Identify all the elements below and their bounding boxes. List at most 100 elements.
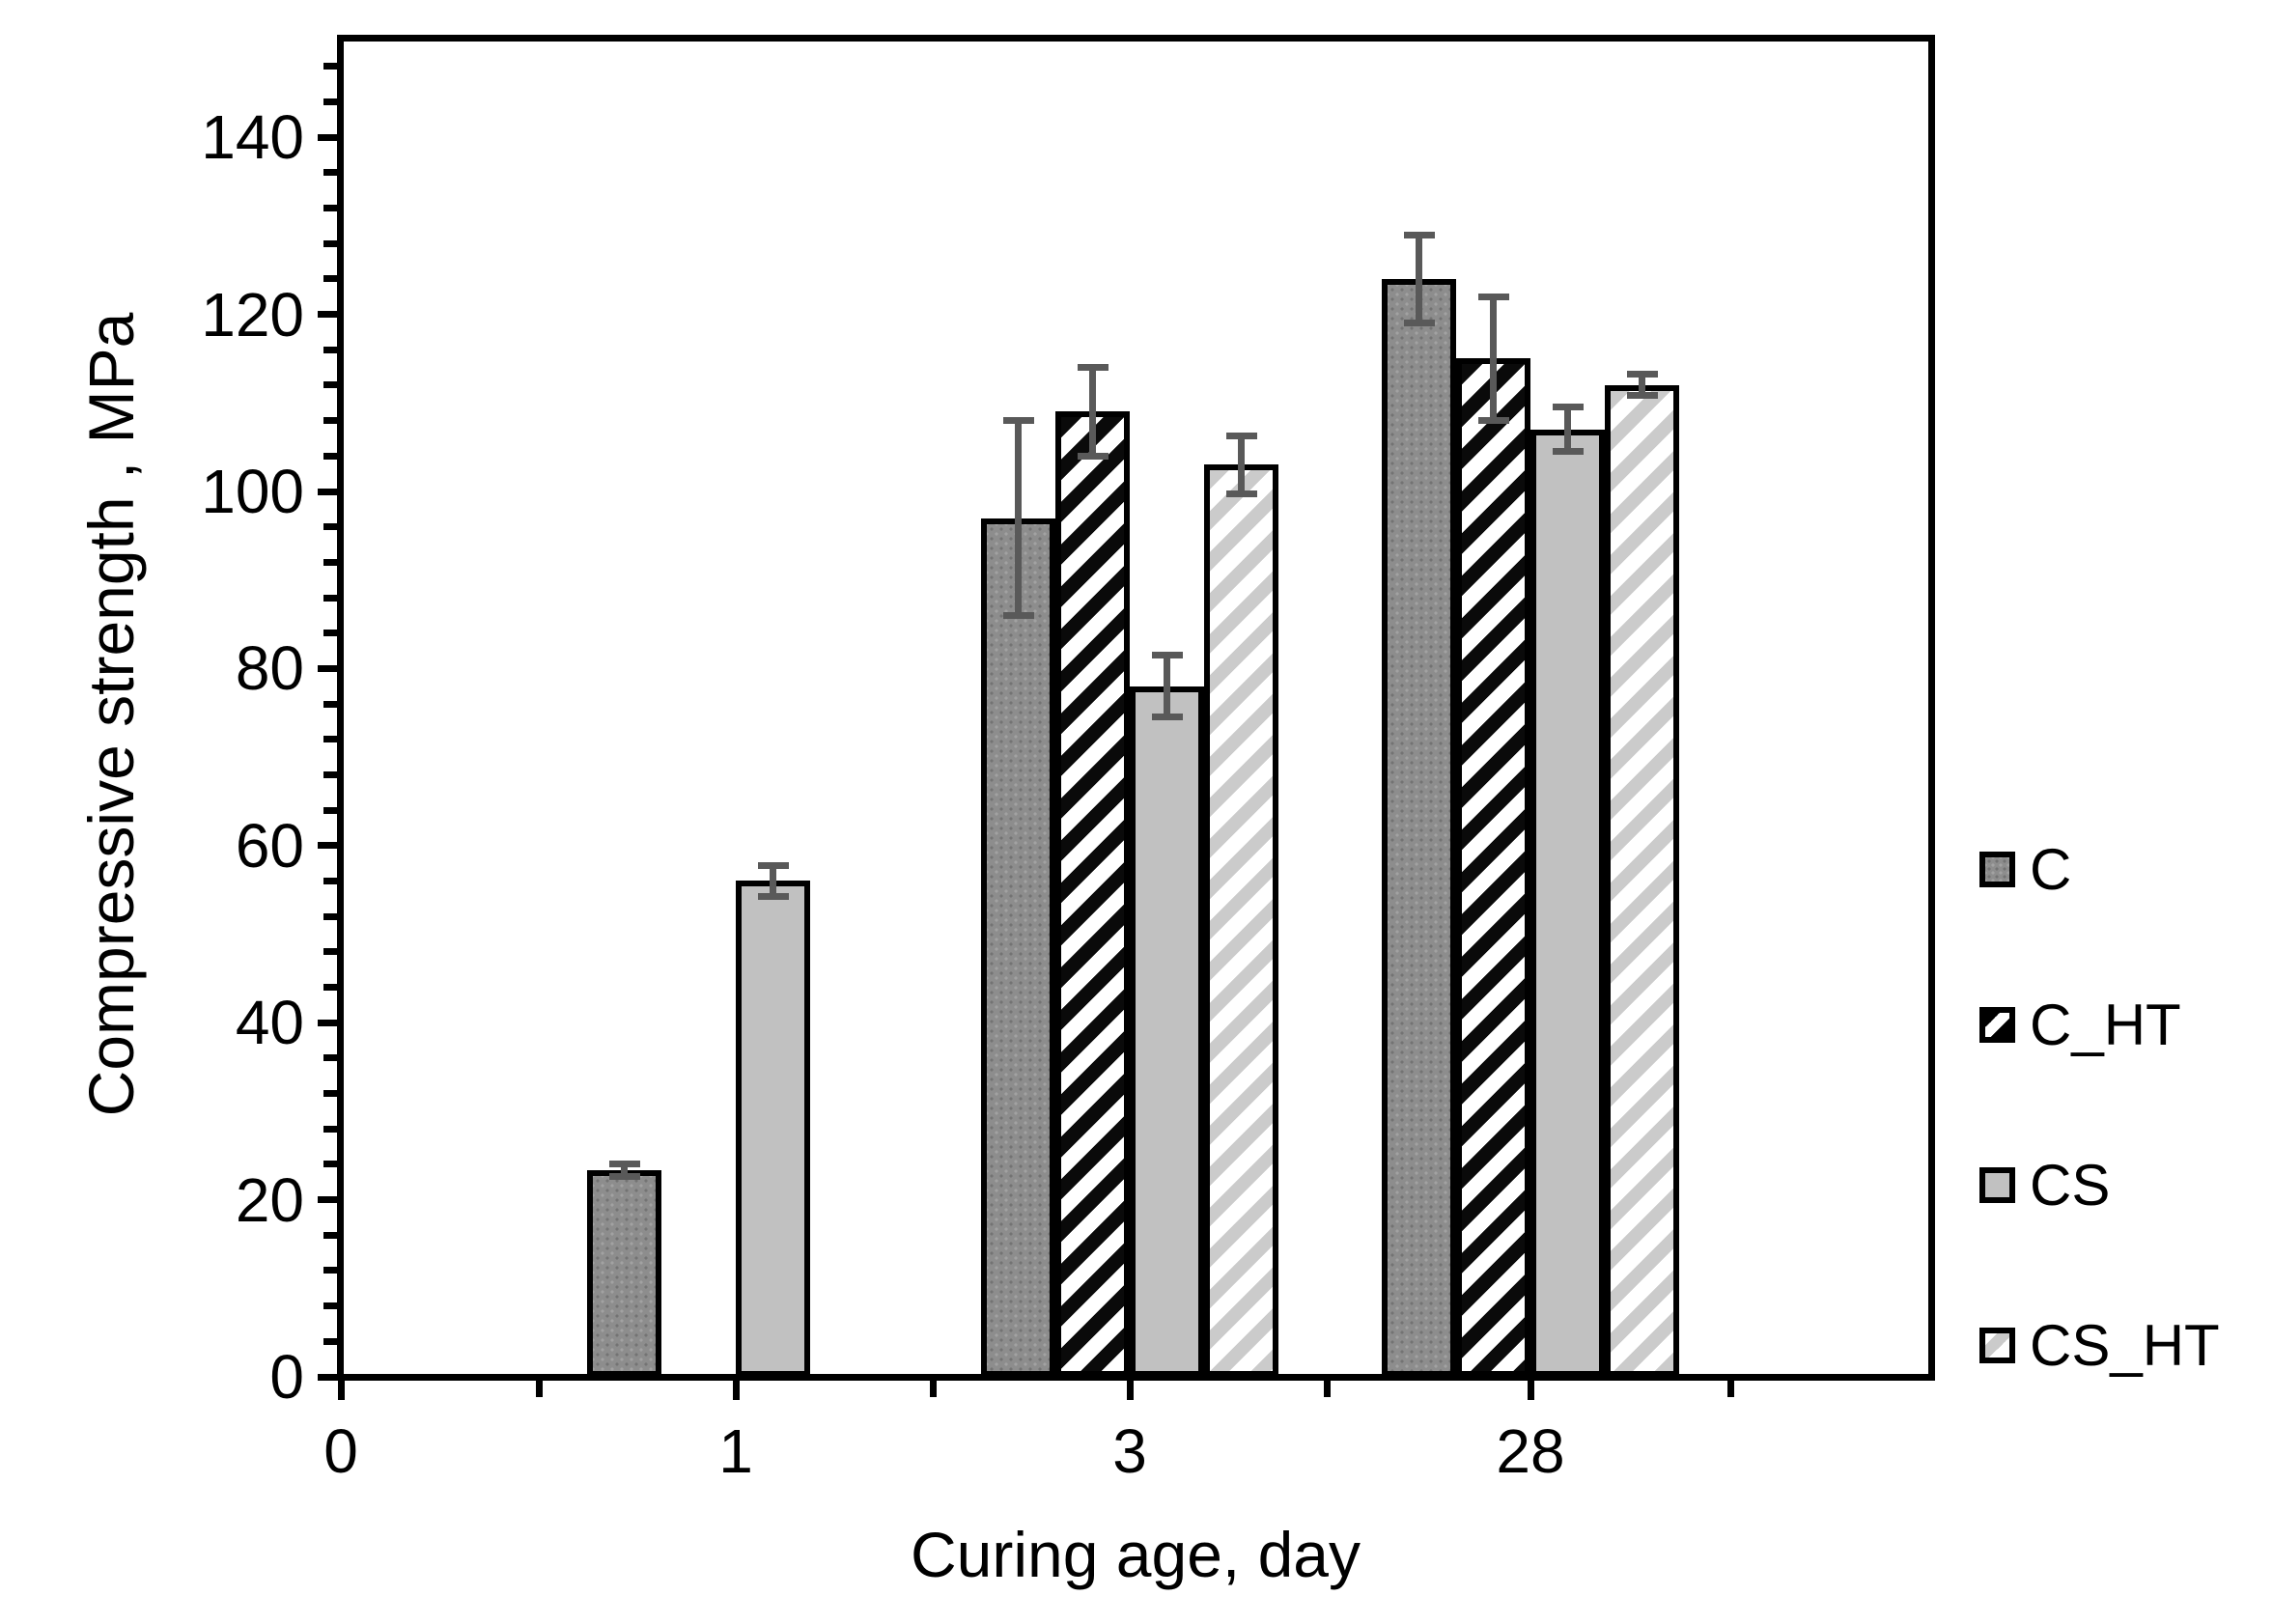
error-bar-cap (1151, 714, 1183, 721)
error-bar-C_HT-day3 (1089, 367, 1096, 457)
y-tick-label: 60 (235, 810, 304, 881)
legend-swatch-C (1979, 852, 2015, 887)
x-major-tick (1527, 1381, 1534, 1400)
x-minor-tick (929, 1381, 937, 1397)
legend-swatch-CS (1979, 1167, 2015, 1203)
y-minor-tick (323, 594, 337, 602)
y-minor-tick (323, 1302, 337, 1310)
y-major-tick (318, 488, 337, 495)
legend-label-CS_HT: CS_HT (2030, 1313, 2220, 1378)
y-tick-label: 40 (235, 988, 304, 1058)
y-minor-tick (323, 630, 337, 637)
error-bar-cap (1077, 364, 1108, 372)
error-bar-cap (1477, 293, 1509, 300)
error-bar-cap (757, 862, 789, 870)
error-bar-CS_HT-day28 (1639, 374, 1645, 396)
bar-C_HT-day3 (1055, 411, 1130, 1377)
y-minor-tick (323, 912, 337, 920)
error-bar-cap (757, 892, 789, 900)
error-bar-cap (1626, 371, 1658, 378)
x-minor-tick (1726, 1381, 1734, 1397)
y-tick-label: 20 (235, 1164, 304, 1235)
y-minor-tick (323, 948, 337, 956)
bar-CS_HT-day3 (1204, 464, 1278, 1377)
error-bar-CS_HT-day3 (1238, 435, 1245, 494)
error-bar-cap (1002, 611, 1034, 619)
y-major-tick (318, 1373, 337, 1381)
error-bar-cap (1002, 417, 1034, 425)
y-tick-label: 120 (201, 279, 304, 350)
legend-label-C_HT: C_HT (2030, 993, 2181, 1057)
bar-C-day1 (587, 1170, 661, 1377)
x-tick-label: 1 (718, 1416, 753, 1486)
error-bar-cap (1403, 231, 1435, 238)
y-tick-label: 100 (201, 457, 304, 526)
y-major-tick (318, 133, 337, 141)
legend-swatch-C_HT (1979, 1007, 2015, 1043)
y-minor-tick (323, 1231, 337, 1239)
y-minor-tick (323, 169, 337, 177)
error-bar-C_HT-day28 (1490, 296, 1497, 421)
error-bar-cap (1077, 452, 1108, 460)
error-bar-cap (1552, 448, 1584, 456)
y-major-tick (318, 1196, 337, 1204)
bar-C-day28 (1382, 278, 1456, 1377)
x-tick-label: 0 (323, 1416, 358, 1486)
bar-CS-day28 (1530, 429, 1605, 1377)
x-major-tick (732, 1381, 740, 1400)
y-minor-tick (323, 700, 337, 708)
y-tick-label: 80 (235, 633, 304, 704)
error-bar-CS-day28 (1564, 406, 1571, 452)
bar-CS-day1 (736, 881, 810, 1377)
error-bar-C-day1 (621, 1163, 628, 1177)
error-bar-CS-day3 (1164, 655, 1170, 717)
y-major-tick (318, 842, 337, 850)
bar-CS-day3 (1130, 686, 1204, 1377)
error-bar-cap (1626, 392, 1658, 400)
y-minor-tick (323, 1267, 337, 1274)
y-minor-tick (323, 1161, 337, 1168)
y-minor-tick (323, 558, 337, 566)
error-bar-CS-day1 (770, 865, 776, 897)
y-minor-tick (323, 1090, 337, 1098)
plot-area-border (337, 35, 1935, 1381)
y-major-tick (318, 311, 337, 319)
error-bar-cap (1225, 490, 1257, 498)
y-minor-tick (323, 417, 337, 425)
y-minor-tick (323, 63, 337, 70)
y-minor-tick (323, 98, 337, 106)
y-minor-tick (323, 1054, 337, 1062)
y-minor-tick (323, 523, 337, 531)
legend-label-C: C (2030, 837, 2072, 902)
error-bar-cap (608, 1173, 640, 1181)
y-minor-tick (323, 381, 337, 389)
legend-label-CS: CS (2030, 1153, 2111, 1218)
y-minor-tick (323, 239, 337, 247)
error-bar-cap (1403, 320, 1435, 327)
y-minor-tick (323, 452, 337, 460)
error-bar-cap (1552, 404, 1584, 411)
y-minor-tick (323, 275, 337, 283)
x-axis-title: Curing age, day (911, 1519, 1361, 1590)
error-bar-cap (1225, 432, 1257, 439)
y-minor-tick (323, 984, 337, 992)
y-minor-tick (323, 1125, 337, 1133)
y-minor-tick (323, 205, 337, 212)
y-minor-tick (323, 346, 337, 353)
x-tick-label: 3 (1112, 1416, 1147, 1486)
y-minor-tick (323, 1337, 337, 1345)
y-tick-label: 0 (269, 1342, 304, 1412)
x-tick-label: 28 (1496, 1416, 1565, 1486)
x-minor-tick (535, 1381, 543, 1397)
y-minor-tick (323, 877, 337, 884)
bar-CS_HT-day28 (1605, 384, 1679, 1377)
y-major-tick (318, 664, 337, 672)
bar-C-day3 (981, 518, 1055, 1377)
x-major-tick (1126, 1381, 1134, 1400)
y-major-tick (318, 1019, 337, 1026)
x-minor-tick (1323, 1381, 1331, 1397)
y-tick-label: 140 (201, 102, 304, 173)
y-minor-tick (323, 770, 337, 778)
error-bar-C-day3 (1015, 420, 1022, 616)
